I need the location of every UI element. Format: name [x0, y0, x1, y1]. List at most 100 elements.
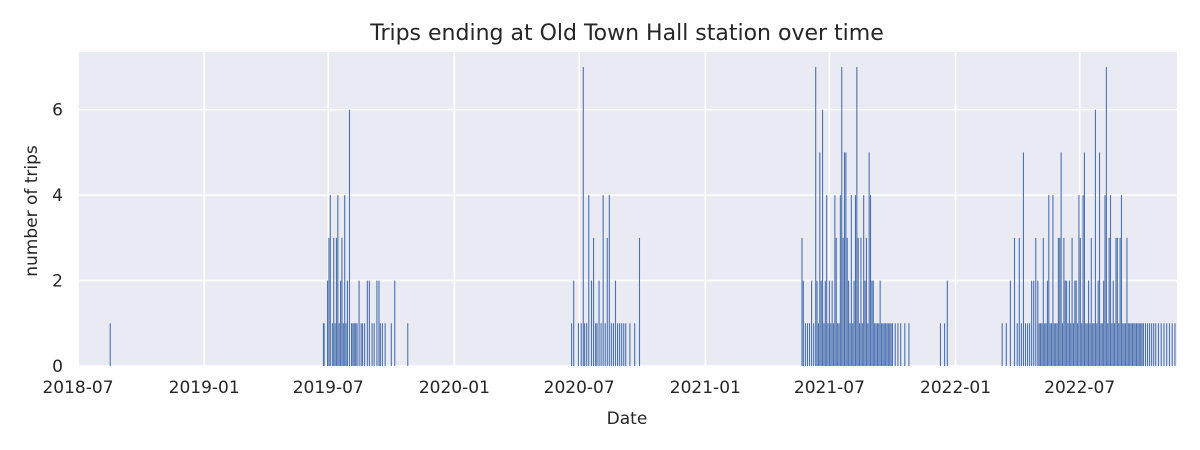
bar — [1085, 323, 1087, 366]
bar — [379, 323, 381, 366]
bar — [1005, 323, 1007, 366]
bar — [571, 323, 573, 366]
bar — [593, 237, 595, 366]
bar — [1137, 323, 1139, 366]
bar — [838, 323, 840, 366]
bar — [1059, 237, 1061, 366]
bar — [880, 323, 883, 366]
bar — [1038, 323, 1040, 366]
bar — [1088, 280, 1090, 366]
bar — [629, 323, 631, 366]
bar — [335, 237, 338, 366]
bar — [1001, 323, 1003, 366]
bar — [1103, 280, 1105, 366]
bar — [590, 280, 593, 366]
bar — [1020, 323, 1022, 366]
bar — [345, 323, 347, 366]
bar — [885, 323, 887, 366]
bar — [1018, 237, 1020, 366]
bar — [817, 323, 819, 366]
bar — [355, 323, 357, 366]
bar — [868, 152, 870, 366]
bar — [1016, 323, 1018, 366]
bar — [848, 280, 850, 366]
grid-lines — [77, 52, 1177, 367]
bar — [827, 323, 829, 366]
x-tick-label: 2020-07 — [544, 378, 615, 398]
bar — [360, 323, 362, 366]
bar — [946, 280, 948, 366]
bar — [894, 323, 896, 366]
bar — [1049, 323, 1051, 366]
bar — [1070, 323, 1072, 366]
bar — [856, 66, 858, 366]
bar — [891, 323, 894, 366]
bar — [323, 323, 325, 366]
bar — [614, 280, 617, 366]
bar — [832, 323, 835, 366]
bar — [824, 280, 826, 366]
bar — [368, 280, 370, 366]
y-tick-label: 2 — [52, 272, 63, 292]
bar — [845, 152, 847, 366]
bar — [890, 323, 892, 366]
bar — [1063, 237, 1065, 366]
bar — [1089, 323, 1091, 366]
bar — [830, 323, 832, 366]
bar — [371, 323, 373, 366]
x-tick-label: 2019-01 — [169, 378, 240, 398]
bar — [1171, 323, 1173, 366]
bar — [328, 237, 330, 366]
y-tick-label: 4 — [52, 186, 63, 206]
x-tick-label: 2022-01 — [920, 378, 991, 398]
chart-title: Trips ending at Old Town Hall station ov… — [369, 21, 884, 46]
bar — [878, 323, 880, 366]
bar — [1155, 323, 1157, 366]
bar — [871, 280, 873, 366]
bar — [1114, 323, 1116, 366]
bar — [1104, 195, 1106, 366]
bar — [874, 323, 876, 366]
bar — [826, 195, 828, 366]
bar — [822, 109, 824, 367]
bar — [351, 323, 353, 366]
bar — [348, 109, 351, 367]
bar — [1092, 323, 1094, 366]
bar — [823, 323, 825, 366]
bar — [1075, 280, 1077, 366]
bar — [608, 195, 610, 366]
bar — [322, 323, 324, 366]
bar — [887, 323, 889, 366]
bar — [1126, 237, 1128, 366]
bar — [1082, 195, 1084, 366]
bar — [376, 280, 378, 366]
bar — [1074, 280, 1076, 366]
bar — [1168, 323, 1171, 366]
bar — [863, 195, 865, 366]
bar — [801, 237, 803, 366]
bar — [1057, 237, 1059, 366]
bar — [1046, 280, 1048, 366]
bar — [849, 323, 851, 366]
bar — [1134, 323, 1136, 366]
bar — [1031, 280, 1033, 366]
bar — [612, 323, 614, 366]
bar — [625, 323, 627, 366]
bar — [1035, 237, 1037, 366]
bar — [846, 237, 848, 366]
bar — [1081, 323, 1083, 366]
bar — [1122, 323, 1124, 366]
bar — [390, 323, 392, 366]
bar — [1093, 323, 1095, 366]
bar — [1160, 323, 1162, 366]
bar — [804, 323, 806, 366]
bar — [864, 280, 866, 366]
bar — [1037, 280, 1039, 366]
bar — [1044, 323, 1046, 366]
bar — [883, 323, 885, 366]
bar — [1120, 195, 1123, 366]
bar — [882, 323, 884, 366]
bar — [1129, 323, 1131, 366]
bar — [1033, 280, 1035, 366]
bar — [1127, 323, 1129, 366]
